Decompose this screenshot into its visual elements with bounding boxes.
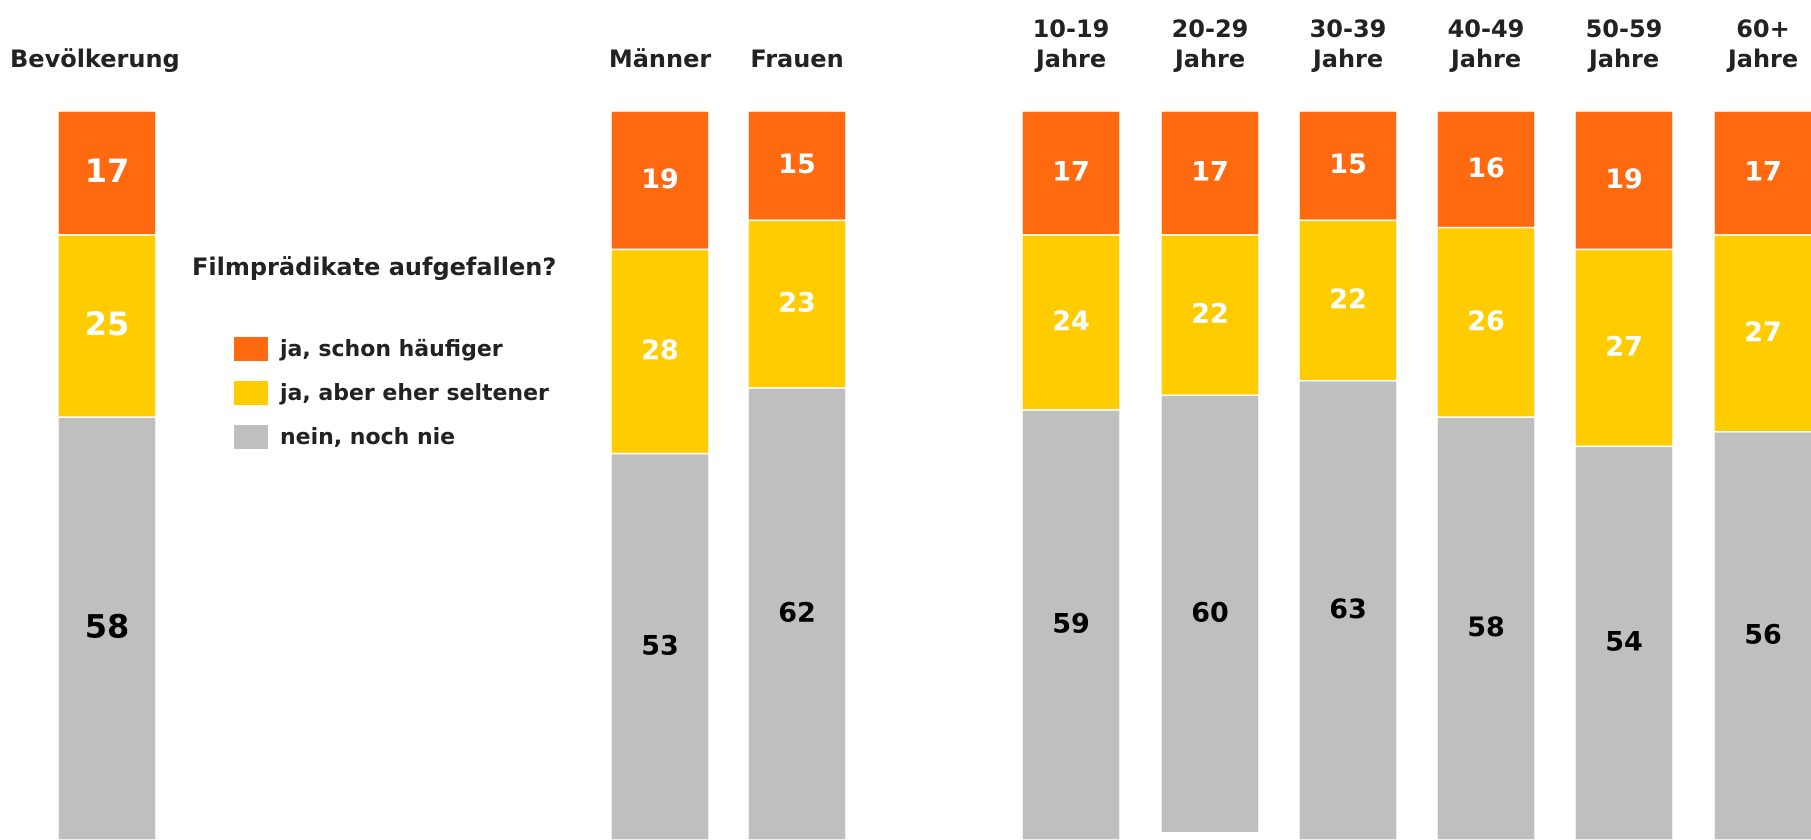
bar-segment [57,234,157,418]
category-label: 50-59 Jahre [1585,15,1663,73]
data-label: 53 [641,630,679,661]
legend-label: ja, aber eher seltener [279,381,549,406]
bar-segment [610,110,710,251]
bar-segment [1160,234,1260,397]
bar-segment [1436,110,1536,229]
data-label: 19 [641,164,679,195]
data-label: 17 [1744,156,1782,187]
bar-segment [1021,234,1121,411]
data-label: 23 [778,288,816,319]
data-label: 56 [1744,619,1782,650]
data-label: 15 [1329,149,1367,180]
bar-segment [1021,409,1121,840]
legend-label: ja, schon häufiger [279,337,503,362]
data-label: 19 [1605,164,1643,195]
data-label: 25 [85,305,130,343]
category-label: 60+ Jahre [1727,15,1799,73]
data-label: 24 [1052,306,1090,337]
data-label: 17 [85,152,130,190]
data-label: 60 [1191,598,1229,629]
legend-swatch [234,425,268,449]
legend-swatch [234,381,268,405]
bar-segment [610,248,710,455]
data-label: 17 [1052,156,1090,187]
bar-segment [57,110,157,236]
bar-segment [610,452,710,840]
category-label: 40-49 Jahre [1447,15,1525,73]
bar-segment [1160,110,1260,236]
bar-segment [1574,445,1674,840]
data-label: 63 [1329,594,1367,625]
legend-label: nein, noch nie [280,425,455,450]
bar-segment [1574,248,1674,448]
bar-segment [1298,379,1398,840]
bar-segment [1436,226,1536,418]
bar-segment [1713,431,1811,840]
data-label: 58 [85,608,130,646]
bar-segment [1021,110,1121,236]
bar-segment [1298,219,1398,382]
bar-segment [747,110,847,222]
data-label: 54 [1605,627,1643,658]
bar-segment [57,416,157,840]
category-label: Bevölkerung [10,45,180,73]
data-label: 62 [778,598,816,629]
category-label: 30-39 Jahre [1309,15,1387,73]
data-label: 15 [778,149,816,180]
bar-segment [1436,416,1536,840]
data-label: 28 [641,335,679,366]
bar-segment [1160,394,1260,834]
category-label: 10-19 Jahre [1032,15,1110,73]
category-label: Männer [608,45,712,73]
data-label: 16 [1467,153,1505,184]
legend-title: Filmprädikate aufgefallen? [192,253,556,281]
data-label: 26 [1467,306,1505,337]
data-label: 17 [1191,156,1229,187]
data-label: 27 [1744,317,1782,348]
legend-swatch [234,337,268,361]
data-label: 58 [1467,612,1505,643]
data-label: 59 [1052,608,1090,639]
data-label: 27 [1605,331,1643,362]
bar-segment [747,387,847,840]
bar-segment [1574,110,1674,251]
bar-segment [747,219,847,389]
bar-segment [1713,110,1811,236]
data-label: 22 [1191,299,1229,330]
category-label: Frauen [750,45,844,73]
data-label: 22 [1329,284,1367,315]
category-label: 20-29 Jahre [1171,15,1249,73]
bar-segment [1298,110,1398,222]
